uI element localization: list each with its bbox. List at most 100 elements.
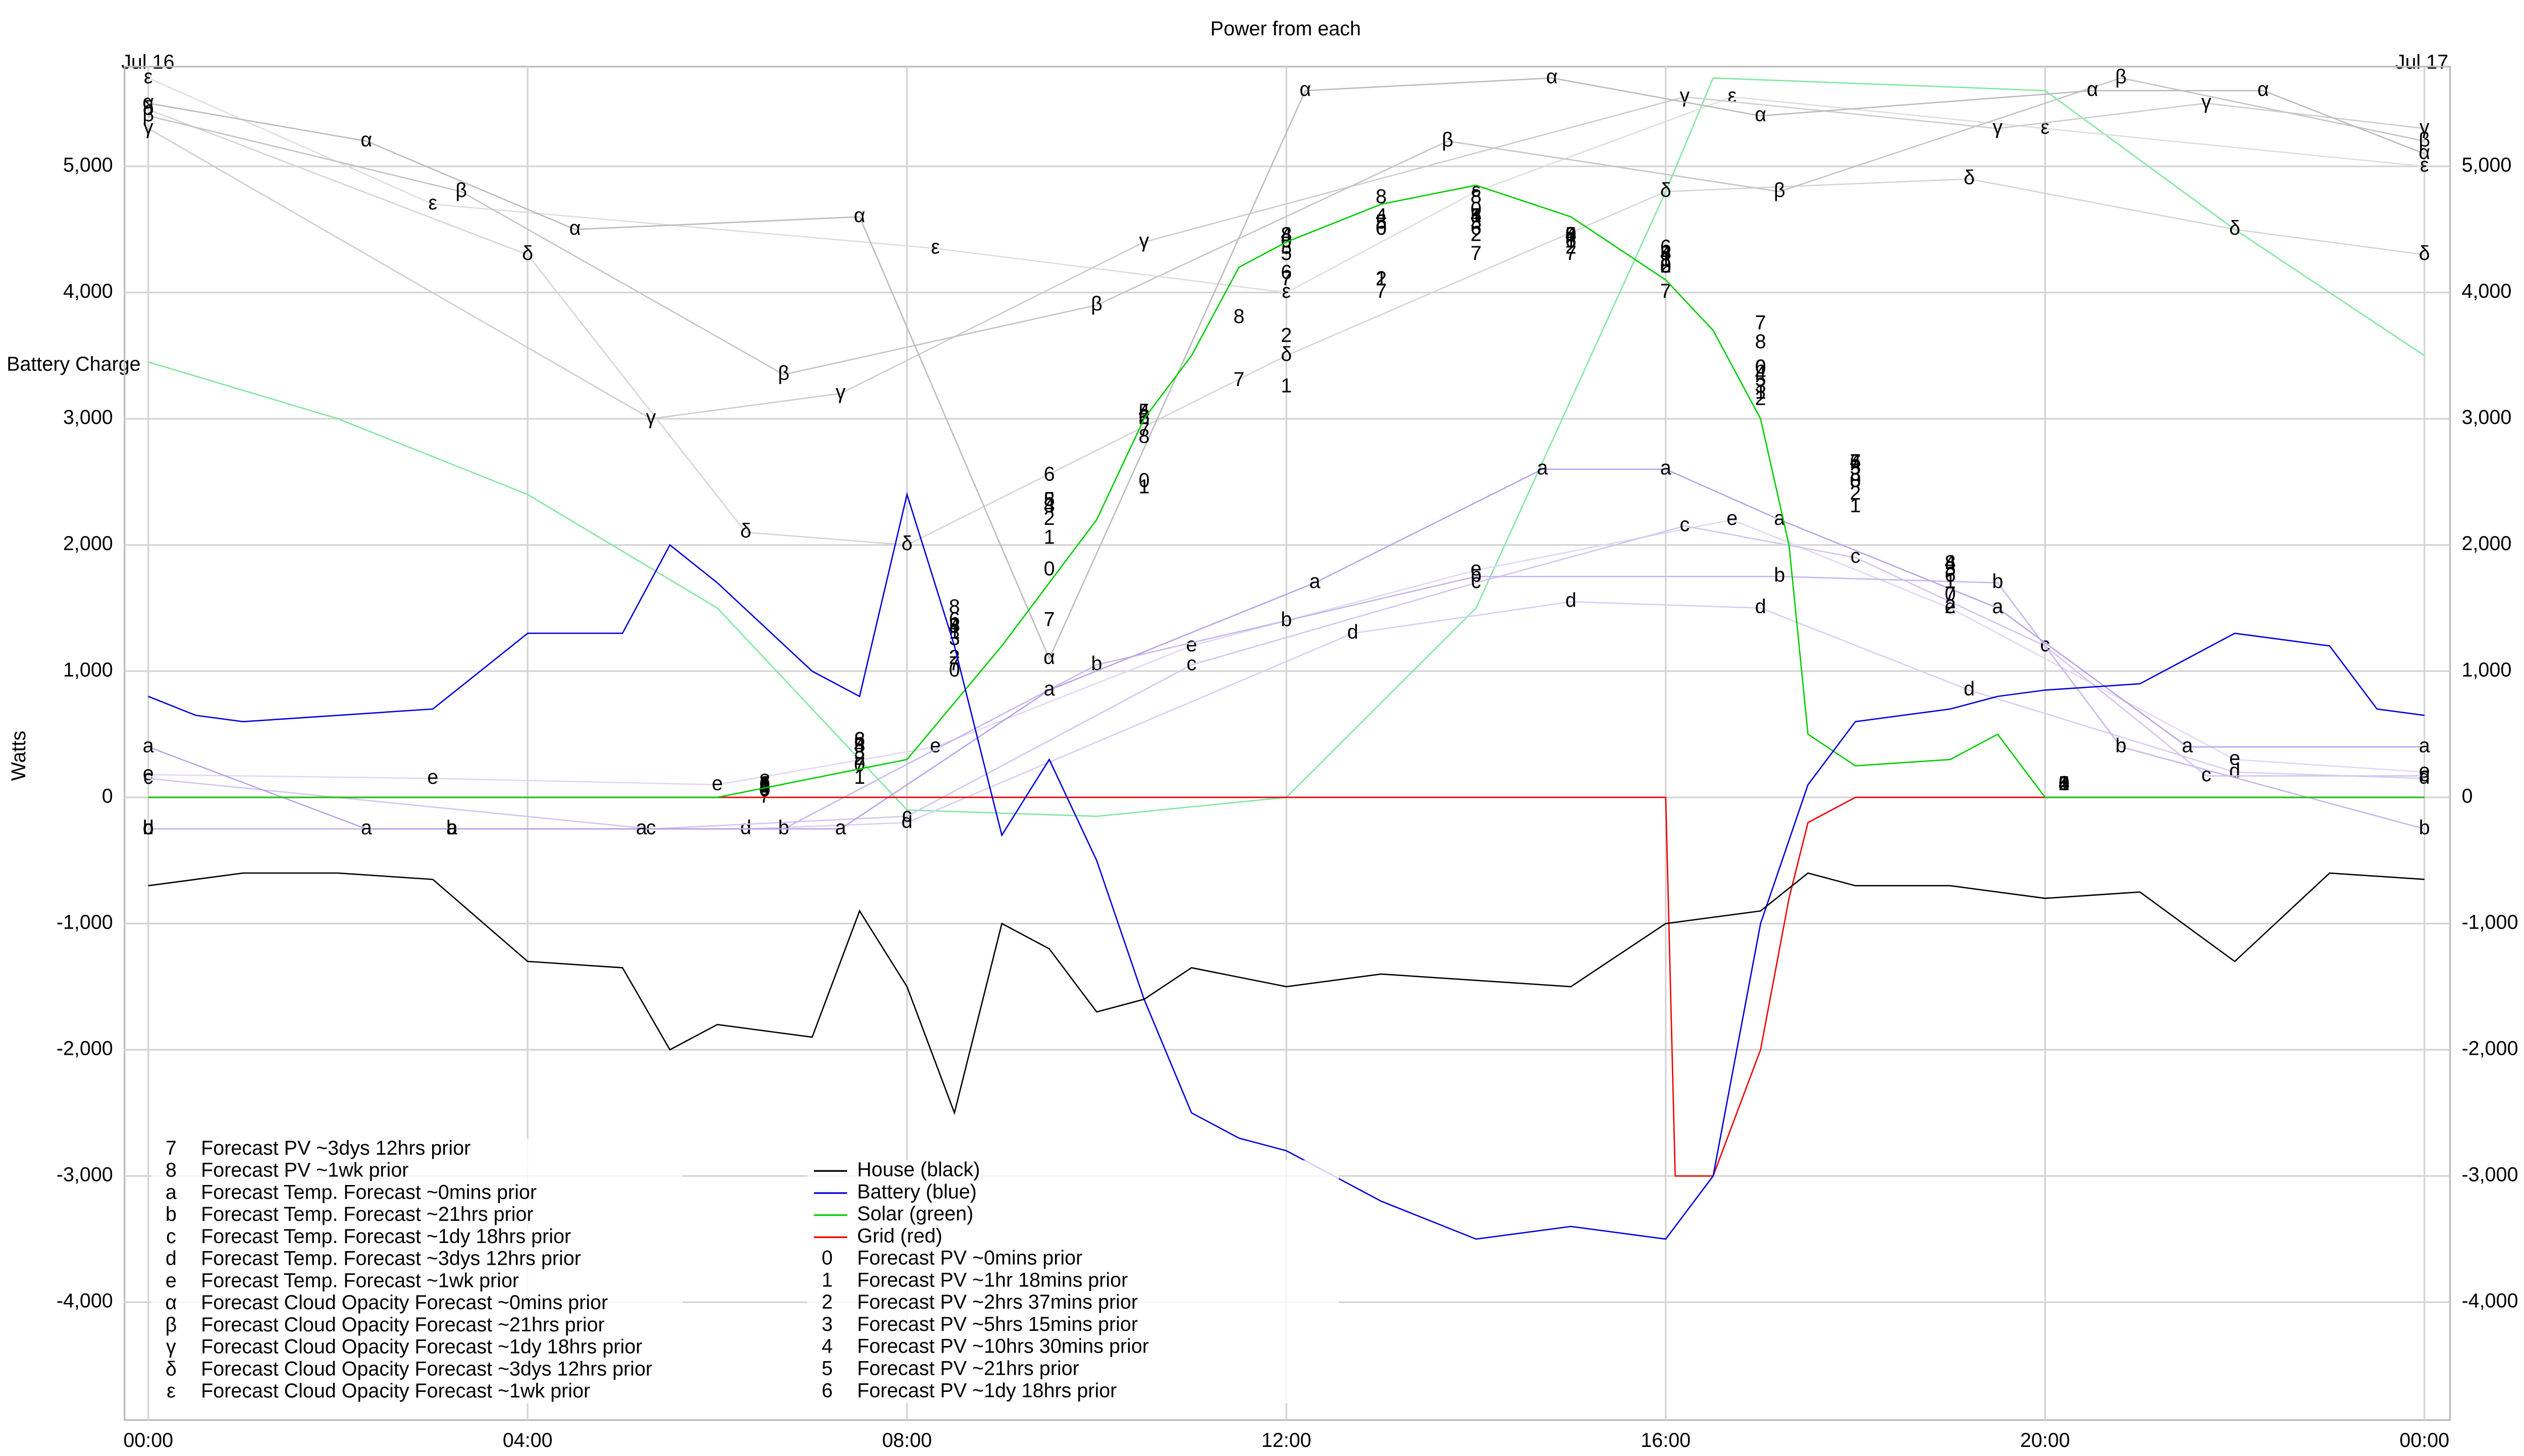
- data-marker: γ: [1992, 116, 2003, 138]
- data-marker: a: [1660, 457, 1671, 479]
- data-marker: β: [455, 179, 467, 201]
- data-marker: γ: [1139, 230, 1149, 252]
- data-marker: 6: [1376, 217, 1387, 239]
- data-marker: 1: [2059, 772, 2070, 794]
- data-marker: 2: [1281, 325, 1292, 347]
- legend-label: Forecast PV ~1dy 18hrs prior: [857, 1379, 1117, 1401]
- data-marker: 0: [854, 753, 865, 776]
- data-marker: 2: [1470, 224, 1482, 246]
- legend-label: Forecast Temp. Forecast ~1wk prior: [201, 1269, 519, 1291]
- legend-symbol: 4: [822, 1335, 833, 1358]
- data-marker: d: [2419, 766, 2430, 788]
- data-marker: 4: [1755, 362, 1766, 385]
- legend-bg: [807, 1270, 1339, 1293]
- data-marker: 6: [1755, 356, 1766, 378]
- legend-symbol: γ: [166, 1336, 176, 1358]
- data-marker: 3: [1944, 558, 1956, 580]
- legend-symbol: 0: [822, 1247, 833, 1269]
- legend-label: Solar (green): [857, 1203, 973, 1225]
- chart-title: Power from each: [1211, 18, 1361, 40]
- data-marker: b: [1992, 570, 2003, 592]
- data-marker: 4: [1281, 224, 1292, 246]
- legend-bg: [151, 1315, 683, 1337]
- legend-symbol: 7: [166, 1137, 177, 1159]
- data-marker: 5: [1660, 242, 1671, 264]
- data-marker: c: [902, 804, 912, 826]
- y-tick-label: 4,000: [2462, 280, 2512, 302]
- legend-bg: [807, 1160, 1339, 1182]
- data-marker: α: [1546, 66, 1558, 88]
- data-marker: 1: [1376, 267, 1387, 290]
- plot-frame: [124, 66, 2451, 1421]
- legend-bg: [807, 1336, 1339, 1359]
- legend-symbol: 1: [822, 1269, 833, 1291]
- data-marker: d: [1347, 621, 1358, 643]
- data-marker: 7: [759, 785, 770, 807]
- data-marker: 7: [1233, 368, 1244, 391]
- data-marker: β: [778, 362, 790, 385]
- legend-label: Forecast Temp. Forecast ~21hrs prior: [201, 1203, 533, 1225]
- legend-bg: [807, 1248, 1339, 1271]
- legend-label: House (black): [857, 1159, 980, 1181]
- y-tick-label: -3,000: [2462, 1164, 2518, 1186]
- data-marker: 1: [1138, 476, 1149, 498]
- data-marker: 6: [2059, 772, 2070, 794]
- y-tick-label: 5,000: [2462, 154, 2512, 176]
- data-marker: e: [930, 734, 941, 757]
- data-marker: 5: [1850, 457, 1861, 479]
- data-marker: α: [1299, 78, 1311, 100]
- data-marker: 6: [1660, 236, 1671, 258]
- data-marker: 3: [1660, 255, 1671, 277]
- series-line: [148, 77, 2425, 375]
- data-marker: 5: [1281, 242, 1292, 264]
- data-marker: 2: [1044, 507, 1055, 529]
- data-marker: 8: [1944, 552, 1956, 574]
- data-marker: 7: [1660, 280, 1671, 302]
- data-marker: 6: [1850, 451, 1861, 473]
- data-marker: 8: [1138, 425, 1149, 448]
- data-marker: 7: [1281, 267, 1292, 290]
- series-line: [148, 109, 2425, 546]
- legend-label: Forecast PV ~5hrs 15mins prior: [857, 1313, 1138, 1335]
- data-marker: 7: [1376, 280, 1387, 302]
- y-tick-label: 5,000: [63, 154, 113, 176]
- data-marker: ε: [2040, 116, 2049, 138]
- data-marker: 5: [854, 734, 865, 757]
- data-marker: 2: [1376, 267, 1387, 290]
- data-marker: α: [360, 129, 372, 151]
- data-marker: 5: [1044, 489, 1055, 511]
- data-marker: 4: [1138, 400, 1149, 422]
- legend-label: Forecast PV ~0mins prior: [857, 1247, 1082, 1269]
- y-axis-label: Watts: [8, 731, 30, 781]
- data-marker: b: [143, 817, 154, 839]
- data-marker: a: [1309, 570, 1321, 592]
- data-marker: 2: [1755, 388, 1766, 410]
- data-marker: d: [1964, 678, 1975, 700]
- data-marker: 2: [1660, 255, 1671, 277]
- data-marker: 0: [759, 779, 770, 801]
- legend-bg: [151, 1139, 683, 1161]
- data-marker: 2: [949, 646, 960, 668]
- data-marker: b: [1470, 564, 1482, 586]
- data-marker: ε: [931, 236, 940, 258]
- y-tick-label: 0: [102, 785, 113, 807]
- data-marker: 5: [759, 774, 770, 796]
- data-marker: 0: [1755, 356, 1766, 378]
- legend-symbol: 5: [822, 1357, 833, 1379]
- date-label: Jul 17: [2395, 51, 2448, 73]
- data-marker: β: [142, 103, 154, 126]
- y-tick-label: 3,000: [63, 406, 113, 428]
- data-marker: γ: [646, 406, 656, 428]
- data-marker: b: [778, 817, 790, 839]
- legend-bg: [807, 1315, 1339, 1337]
- legend-label: Forecast Cloud Opacity Forecast ~1dy 18h…: [201, 1336, 642, 1358]
- data-marker: 8: [1376, 186, 1387, 208]
- data-marker: 8: [1660, 255, 1671, 277]
- legend-bg: [807, 1292, 1339, 1315]
- data-marker: 1: [1660, 249, 1671, 271]
- data-marker: a: [2182, 734, 2193, 757]
- legend-symbol: ε: [167, 1380, 176, 1402]
- data-marker: 1: [1944, 570, 1956, 592]
- data-marker: 8: [854, 728, 865, 750]
